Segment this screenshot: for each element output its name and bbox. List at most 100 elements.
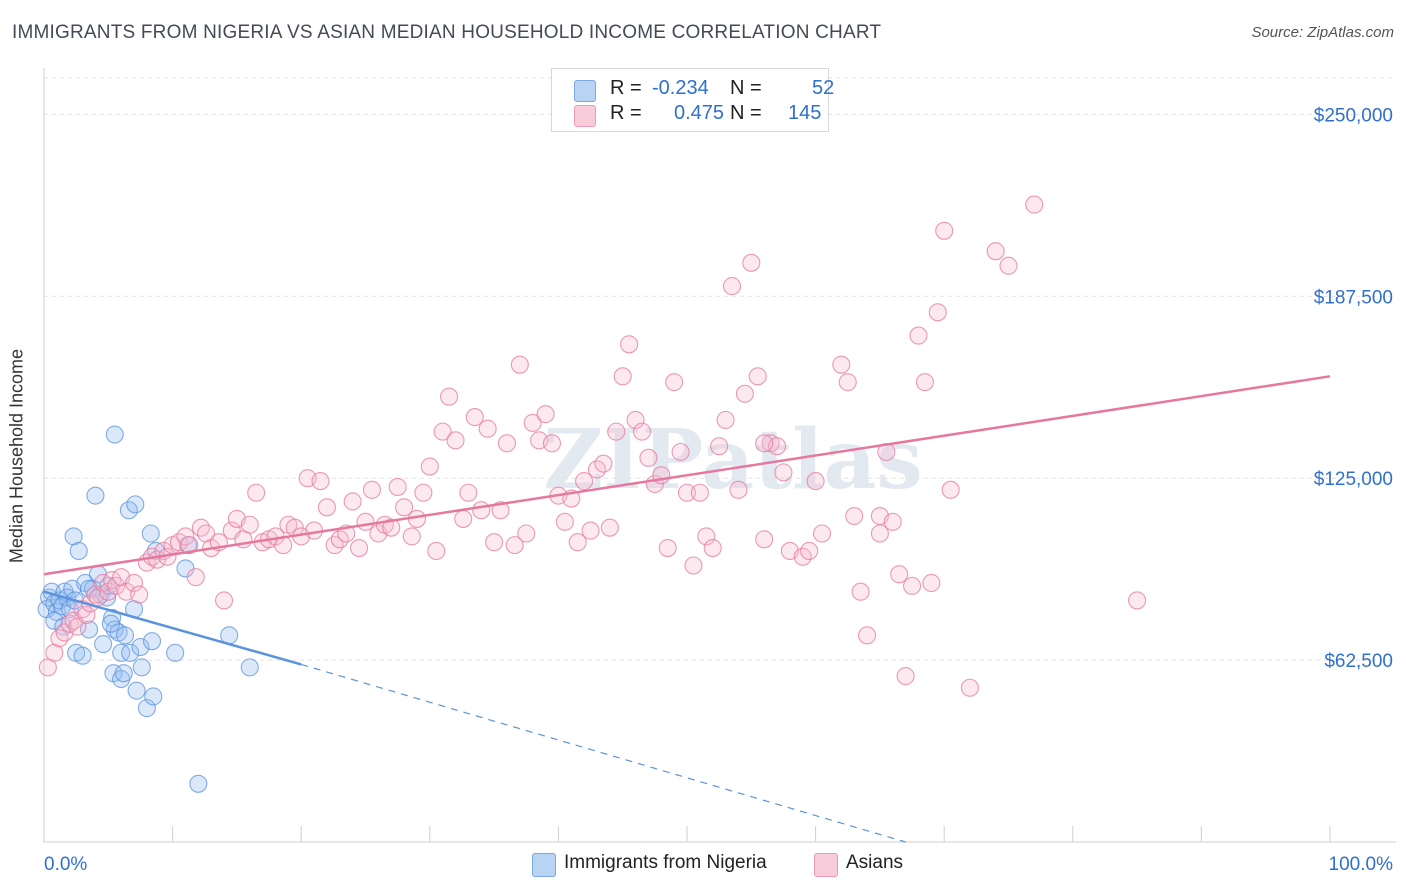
- data-point: [121, 643, 140, 662]
- data-point: [896, 667, 915, 686]
- data-point: [658, 538, 677, 558]
- data-point: [800, 541, 819, 561]
- y-tick-label: $62,500: [1324, 651, 1393, 672]
- y-tick-label: $187,500: [1314, 287, 1393, 308]
- data-point: [362, 480, 381, 499]
- data-point: [137, 699, 156, 718]
- data-point: [176, 527, 195, 546]
- data-point: [45, 611, 64, 630]
- data-point: [131, 637, 150, 657]
- legend-swatch-nigeria: [574, 80, 596, 102]
- data-point: [420, 457, 439, 476]
- data-point: [523, 413, 542, 432]
- legend-n-label: N =: [730, 102, 762, 124]
- data-point: [999, 256, 1018, 275]
- data-point: [433, 422, 452, 441]
- data-point: [127, 681, 146, 700]
- data-point: [1025, 195, 1044, 214]
- x-tick-label: 0.0%: [44, 854, 87, 875]
- data-point: [505, 536, 524, 555]
- data-point: [465, 408, 484, 427]
- data-point: [144, 687, 163, 706]
- legend-n-label: N =: [730, 77, 762, 99]
- data-point: [124, 573, 144, 593]
- data-point: [317, 498, 336, 517]
- source-label: Source: ZipAtlas.com: [1251, 24, 1394, 41]
- data-point: [555, 512, 574, 531]
- data-point: [77, 605, 96, 625]
- data-point: [69, 541, 88, 561]
- data-point: [247, 483, 266, 502]
- data-point: [79, 620, 99, 639]
- series-nigeria: [37, 425, 259, 793]
- data-point: [189, 774, 208, 793]
- data-point: [722, 277, 742, 296]
- data-point: [240, 658, 259, 677]
- data-point: [497, 434, 517, 453]
- data-point: [902, 576, 922, 595]
- data-point: [677, 483, 697, 502]
- data-point: [1128, 591, 1147, 610]
- data-point: [748, 367, 767, 386]
- legend-swatch-asians: [574, 105, 596, 127]
- data-point: [845, 506, 864, 526]
- y-tick-label: $125,000: [1314, 469, 1393, 490]
- data-point: [716, 410, 735, 430]
- data-point: [166, 643, 185, 662]
- data-point: [395, 498, 414, 517]
- data-point: [50, 629, 69, 648]
- data-point: [697, 527, 716, 546]
- data-point: [491, 501, 510, 520]
- legend-r-value: -0.234: [652, 77, 709, 99]
- data-point: [941, 480, 960, 499]
- legend-r-label: R =: [610, 102, 642, 124]
- data-point: [191, 518, 210, 537]
- data-point: [64, 527, 83, 546]
- chart-title: IMMIGRANTS FROM NIGERIA VS ASIAN MEDIAN …: [12, 22, 882, 43]
- data-point: [414, 483, 433, 502]
- legend-swatch-asians: [814, 853, 838, 877]
- data-point: [115, 626, 135, 645]
- data-point: [542, 434, 562, 453]
- data-point: [594, 454, 613, 473]
- data-point: [671, 442, 690, 462]
- data-point: [909, 326, 928, 345]
- legend-r-value: 0.475: [674, 102, 725, 124]
- legend-n-value: 145: [788, 102, 822, 124]
- data-point: [568, 533, 587, 552]
- data-point: [240, 515, 259, 534]
- data-point: [960, 678, 979, 697]
- data-point: [607, 422, 626, 441]
- data-point: [639, 448, 658, 467]
- data-point: [806, 472, 825, 491]
- data-point: [388, 477, 407, 496]
- x-tick-label: 100.0%: [1329, 854, 1394, 875]
- data-point: [126, 495, 145, 514]
- trend-line-asians: [43, 375, 1331, 576]
- data-point: [755, 434, 774, 453]
- series-asians: [38, 195, 1147, 697]
- data-point: [440, 387, 459, 406]
- data-point: [101, 614, 120, 633]
- data-point: [710, 437, 729, 456]
- data-point: [742, 253, 761, 272]
- data-point: [536, 405, 555, 424]
- trend-extension-nigeria: [301, 663, 906, 843]
- data-point: [45, 643, 64, 662]
- data-point: [454, 509, 473, 528]
- data-point: [812, 524, 832, 543]
- data-point: [485, 533, 504, 552]
- data-point: [510, 355, 529, 374]
- data-point: [600, 518, 619, 537]
- legend-r-label: R =: [610, 77, 642, 99]
- data-point: [186, 568, 205, 587]
- data-point: [613, 367, 632, 386]
- data-point: [94, 635, 113, 654]
- data-point: [928, 303, 947, 322]
- legend-swatch-nigeria: [532, 853, 556, 877]
- data-point: [105, 425, 124, 444]
- data-point: [986, 242, 1005, 261]
- data-point: [106, 576, 126, 595]
- data-point: [478, 419, 497, 438]
- data-point: [581, 521, 600, 540]
